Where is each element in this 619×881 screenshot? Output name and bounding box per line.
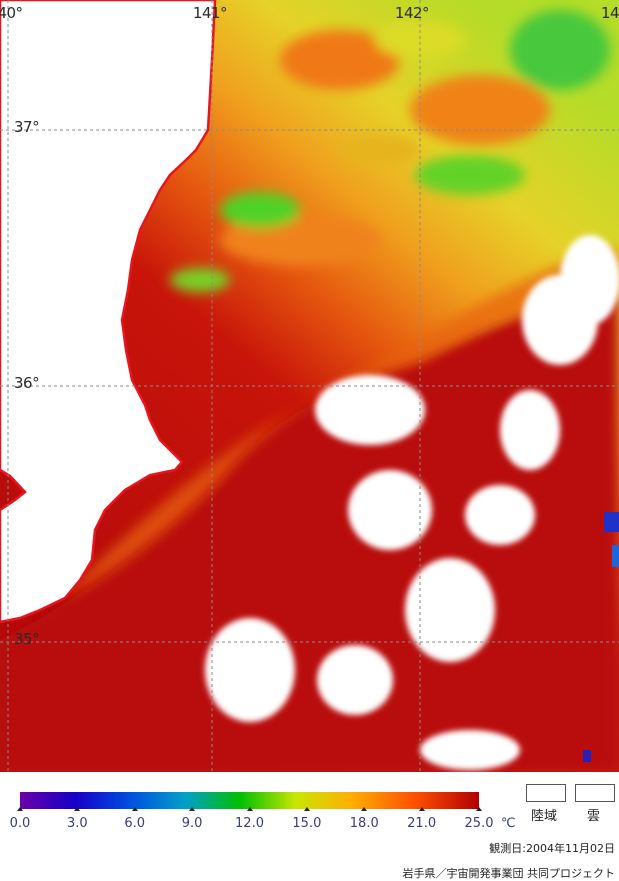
colorbar-tick-label: 9.0 xyxy=(181,816,203,831)
colorbar-tick-mark xyxy=(303,807,310,811)
land-area xyxy=(0,0,217,624)
colorbar-tick-mark xyxy=(189,807,196,811)
colorbar-tick-label: 3.0 xyxy=(67,816,88,831)
longitude-label-141: 141° xyxy=(192,4,228,22)
colorbar-unit: ℃ xyxy=(501,816,516,831)
colorbar-tick-label: 25.0 xyxy=(464,816,494,831)
colorbar-tick-label: 0.0 xyxy=(9,816,31,831)
observation-date: 観測日:2004年11月02日 xyxy=(489,842,615,855)
longitude-label-140: 40° xyxy=(0,4,23,22)
cool-water-patches xyxy=(170,10,610,292)
colorbar-tick-label: 18.0 xyxy=(349,816,379,831)
colorbar-tick-label: 6.0 xyxy=(124,816,146,831)
colorbar-tick-mark xyxy=(17,807,23,811)
longitude-label-142: 142° xyxy=(394,4,430,22)
land-legend-swatch xyxy=(526,784,566,802)
cloud-masks xyxy=(205,235,619,770)
colorbar-tick-mark xyxy=(246,807,253,811)
colorbar-tick-label: 12.0 xyxy=(235,816,264,831)
colorbar-tick-mark xyxy=(361,807,368,811)
land-legend-label: 陸域 xyxy=(531,809,558,824)
colorbar-tick-mark xyxy=(131,807,138,811)
colorbar-tick-mark xyxy=(74,807,81,811)
colorbar-tick-mark xyxy=(476,807,482,811)
sea-surface-temperature-map xyxy=(0,0,619,772)
colorbar-tick-label: 15.0 xyxy=(292,816,322,831)
latitude-label-37: 37° xyxy=(14,118,40,136)
latitude-label-36: 36° xyxy=(14,374,40,392)
temperature-colorbar xyxy=(20,792,479,809)
project-credit: 岩手県／宇宙開発事業団 共同プロジェクト xyxy=(402,867,616,880)
graticule xyxy=(0,0,619,772)
longitude-label-143: 14 xyxy=(600,4,619,22)
cloud-legend-swatch xyxy=(575,784,615,802)
colorbar-tick-label: 21.0 xyxy=(407,816,437,831)
cold-anomaly-spots xyxy=(583,512,619,762)
cloud-legend-label: 雲 xyxy=(587,809,601,824)
colorbar-tick-mark xyxy=(418,807,425,811)
latitude-label-35: 35° xyxy=(14,630,40,648)
